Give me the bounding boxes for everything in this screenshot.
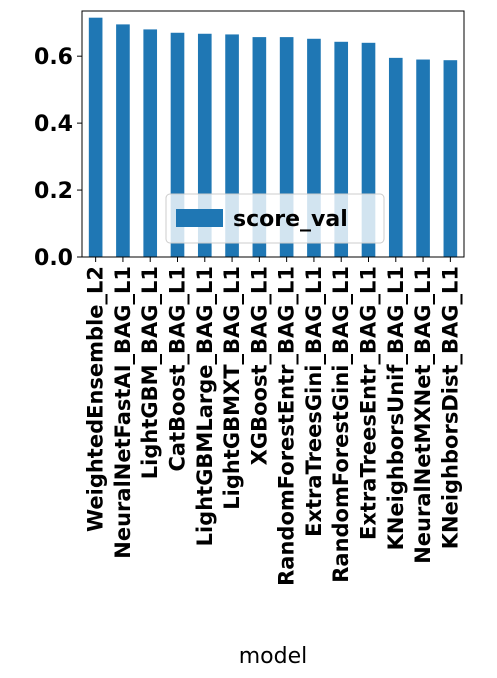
y-tick-label: 0.4 — [34, 112, 73, 137]
x-tick-label: KNeighborsUnif_BAG_L1 — [384, 266, 408, 550]
bar-LightGBM_BAG_L1 — [143, 29, 158, 257]
x-tick-label: WeightedEnsemble_L2 — [84, 266, 108, 532]
y-tick-label: 0.0 — [34, 246, 73, 271]
x-tick-label: LightGBM_BAG_L1 — [138, 266, 162, 479]
x-tick-label: RandomForestGini_BAG_L1 — [329, 266, 353, 583]
bar-KNeighborsUnif_BAG_L1 — [388, 57, 403, 257]
x-tick-label: ExtraTreesGini_BAG_L1 — [302, 266, 326, 537]
x-axis-title: model — [239, 644, 308, 669]
bar-KNeighborsDist_BAG_L1 — [443, 60, 458, 258]
y-tick-label: 0.2 — [34, 179, 73, 204]
legend-label: score_val — [233, 207, 348, 232]
legend-box — [165, 193, 385, 244]
x-tick-label: RandomForestEntr_BAG_L1 — [275, 266, 299, 586]
x-tick-label: NeuralNetFastAI_BAG_L1 — [111, 266, 135, 559]
x-tick-label: LightGBMXT_BAG_L1 — [220, 266, 244, 510]
x-tick-label: KNeighborsDist_BAG_L1 — [438, 266, 462, 549]
plot-frame — [81, 10, 465, 258]
x-tick-label: XGBoost_BAG_L1 — [247, 266, 271, 465]
x-tick-label: CatBoost_BAG_L1 — [166, 266, 190, 472]
x-tick-label: NeuralNetMXNet_BAG_L1 — [411, 266, 435, 564]
y-axis: 0.0 0.2 0.4 0.6 — [34, 45, 82, 271]
bar-NeuralNetMXNet_BAG_L1 — [416, 59, 430, 257]
x-tick-label: ExtraTreesEntr_BAG_L1 — [357, 266, 381, 540]
bar-WeightedEnsemble_L2 — [88, 17, 103, 257]
legend-swatch — [176, 209, 223, 227]
legend: score_val — [165, 193, 385, 244]
x-tick-label: LightGBMLarge_BAG_L1 — [193, 266, 217, 546]
y-tick-label: 0.6 — [34, 45, 73, 70]
x-axis: WeightedEnsemble_L2 NeuralNetFastAI_BAG_L… — [84, 257, 462, 586]
bar-NeuralNetFastAI_BAG_L1 — [116, 24, 130, 257]
